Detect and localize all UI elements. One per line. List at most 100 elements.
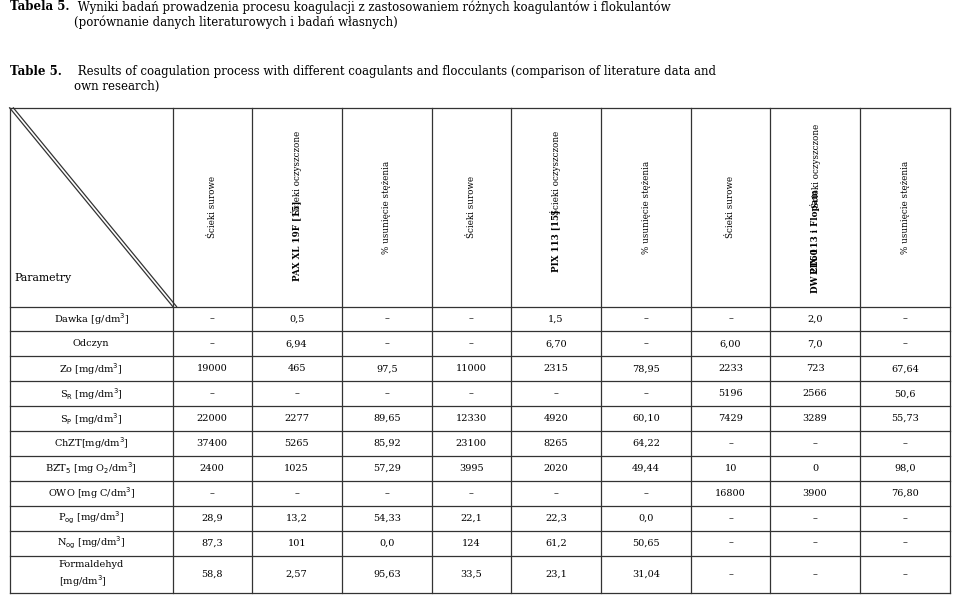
Text: –: – <box>384 489 390 498</box>
Text: 89,65: 89,65 <box>373 414 400 423</box>
Text: –: – <box>468 489 474 498</box>
Text: 2,57: 2,57 <box>286 570 307 579</box>
Text: –: – <box>728 314 733 323</box>
Text: 2400: 2400 <box>200 464 225 473</box>
Text: –: – <box>294 389 300 398</box>
Text: 98,0: 98,0 <box>895 464 916 473</box>
Text: –: – <box>384 314 390 323</box>
Text: 6,00: 6,00 <box>720 340 741 349</box>
Text: –: – <box>468 340 474 349</box>
Text: Ścieki oczyszczone: Ścieki oczyszczone <box>291 131 302 216</box>
Text: 57,29: 57,29 <box>372 464 401 473</box>
Text: 11000: 11000 <box>456 364 487 373</box>
Text: Dawka [g/dm$^3$]: Dawka [g/dm$^3$] <box>54 311 129 327</box>
Text: PAX XL 19F [15]: PAX XL 19F [15] <box>292 201 301 282</box>
Text: –: – <box>209 314 215 323</box>
Text: 7429: 7429 <box>718 414 743 423</box>
Text: 13,2: 13,2 <box>286 514 307 523</box>
Text: –: – <box>902 439 908 448</box>
Text: 2233: 2233 <box>718 364 743 373</box>
Text: 85,92: 85,92 <box>373 439 400 448</box>
Text: –: – <box>812 514 818 523</box>
Text: N$_{\rm og}$ [mg/dm$^3$]: N$_{\rm og}$ [mg/dm$^3$] <box>57 535 126 551</box>
Text: –: – <box>812 570 818 579</box>
Text: –: – <box>643 489 649 498</box>
Text: 3995: 3995 <box>459 464 484 473</box>
Text: 37400: 37400 <box>197 439 228 448</box>
Text: 22000: 22000 <box>197 414 228 423</box>
Text: 5265: 5265 <box>284 439 309 448</box>
Text: –: – <box>209 489 215 498</box>
Text: –: – <box>902 514 908 523</box>
Text: 54,33: 54,33 <box>372 514 401 523</box>
Text: 78,95: 78,95 <box>633 364 660 373</box>
Text: 2566: 2566 <box>803 389 828 398</box>
Text: 61,2: 61,2 <box>545 539 566 547</box>
Text: –: – <box>902 539 908 547</box>
Text: Parametry: Parametry <box>14 273 71 283</box>
Text: 28,9: 28,9 <box>202 514 223 523</box>
Text: 23,1: 23,1 <box>545 570 566 579</box>
Text: 2315: 2315 <box>543 364 568 373</box>
Text: –: – <box>468 389 474 398</box>
Text: 49,44: 49,44 <box>632 464 660 473</box>
Text: 3289: 3289 <box>803 414 828 423</box>
Text: P$_{\rm og}$ [mg/dm$^3$]: P$_{\rm og}$ [mg/dm$^3$] <box>58 510 125 527</box>
Text: –: – <box>384 389 390 398</box>
Text: ChZT[mg/dm$^3$]: ChZT[mg/dm$^3$] <box>54 435 129 452</box>
Text: 87,3: 87,3 <box>202 539 223 547</box>
Text: –: – <box>294 489 300 498</box>
Text: 60,10: 60,10 <box>633 414 660 423</box>
Text: 67,64: 67,64 <box>891 364 920 373</box>
Text: 16800: 16800 <box>715 489 746 498</box>
Text: 0: 0 <box>812 464 818 473</box>
Text: 12330: 12330 <box>456 414 487 423</box>
Text: 101: 101 <box>287 539 306 547</box>
Text: 3900: 3900 <box>803 489 828 498</box>
Text: S$_{\rm R}$ [mg/dm$^3$]: S$_{\rm R}$ [mg/dm$^3$] <box>60 386 123 402</box>
Text: –: – <box>728 439 733 448</box>
Text: –: – <box>643 389 649 398</box>
Text: PIX 113 i Flopam: PIX 113 i Flopam <box>810 189 820 274</box>
Text: 50,65: 50,65 <box>633 539 660 547</box>
Text: Ścieki oczyszczone: Ścieki oczyszczone <box>550 131 562 216</box>
Text: 0,0: 0,0 <box>379 539 395 547</box>
Text: Wyniki badań prowadzenia procesu koagulacji z zastosowaniem różnych koagulantów : Wyniki badań prowadzenia procesu koagula… <box>74 0 670 29</box>
Text: –: – <box>812 539 818 547</box>
Text: 1025: 1025 <box>284 464 309 473</box>
Text: Zo [mg/dm$^3$]: Zo [mg/dm$^3$] <box>60 361 123 377</box>
Text: 50,6: 50,6 <box>895 389 916 398</box>
Text: –: – <box>553 489 559 498</box>
Text: 465: 465 <box>287 364 306 373</box>
Text: 22,1: 22,1 <box>461 514 482 523</box>
Text: 7,0: 7,0 <box>807 340 823 349</box>
Text: 6,70: 6,70 <box>545 340 566 349</box>
Text: OWO [mg C/dm$^3$]: OWO [mg C/dm$^3$] <box>48 485 134 501</box>
Text: Ścieki oczyszczone: Ścieki oczyszczone <box>809 124 821 208</box>
Text: DW 2160: DW 2160 <box>810 248 820 292</box>
Text: 95,63: 95,63 <box>373 570 400 579</box>
Text: –: – <box>728 539 733 547</box>
Text: –: – <box>728 570 733 579</box>
Text: 58,8: 58,8 <box>202 570 223 579</box>
Text: Table 5.: Table 5. <box>10 65 61 78</box>
Text: 124: 124 <box>462 539 481 547</box>
Text: –: – <box>643 314 649 323</box>
Text: 64,22: 64,22 <box>632 439 660 448</box>
Text: 5196: 5196 <box>718 389 743 398</box>
Text: –: – <box>902 340 908 349</box>
Text: 0,0: 0,0 <box>638 514 654 523</box>
Text: 2277: 2277 <box>284 414 309 423</box>
Text: BZT$_5$ [mg O$_2$/dm$^3$]: BZT$_5$ [mg O$_2$/dm$^3$] <box>45 461 137 476</box>
Text: Results of coagulation process with different coagulants and flocculants (compar: Results of coagulation process with diff… <box>74 65 715 93</box>
Text: PIX 113 [15]: PIX 113 [15] <box>551 210 561 273</box>
Text: 55,73: 55,73 <box>891 414 920 423</box>
Text: 31,04: 31,04 <box>632 570 660 579</box>
Text: Odczyn: Odczyn <box>73 340 109 349</box>
Text: 6,94: 6,94 <box>286 340 307 349</box>
Text: –: – <box>209 389 215 398</box>
Text: Ścieki surowe: Ścieki surowe <box>467 176 476 238</box>
Text: 1,5: 1,5 <box>548 314 564 323</box>
Text: –: – <box>468 314 474 323</box>
Text: % usunięcie stężenia: % usunięcie stężenia <box>900 161 910 254</box>
